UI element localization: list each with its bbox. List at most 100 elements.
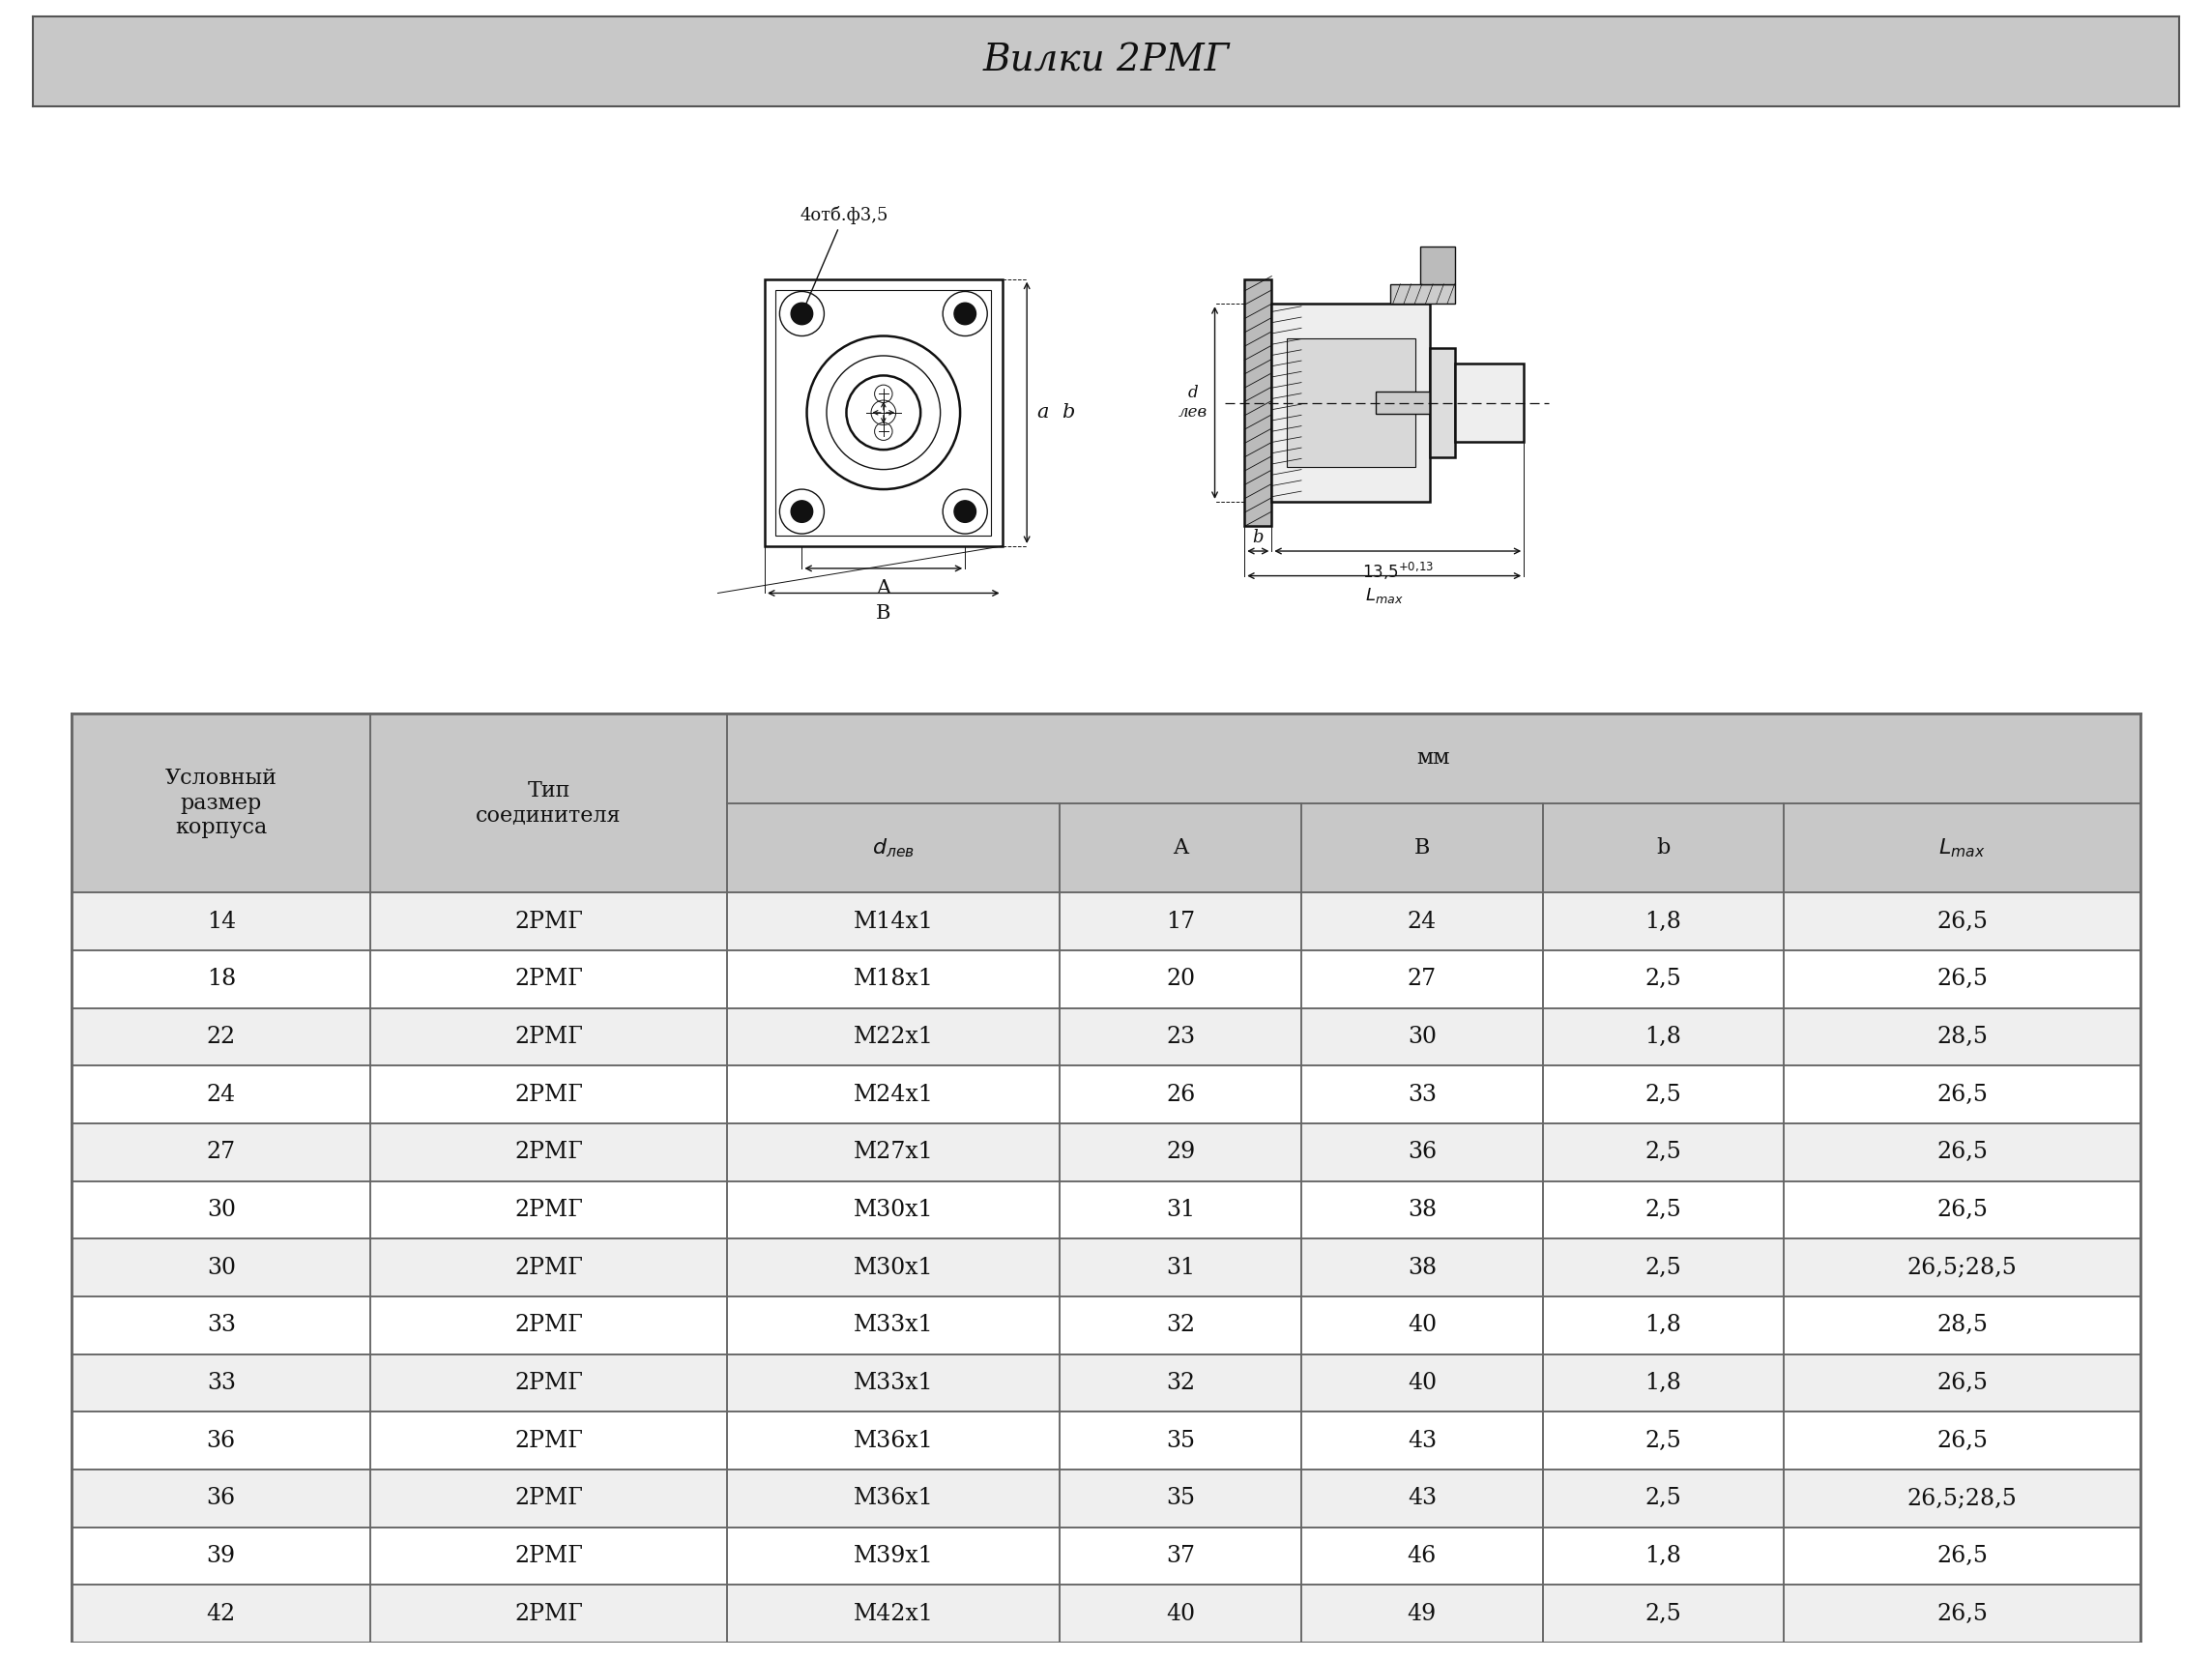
Text: 24: 24 xyxy=(1407,911,1436,932)
Text: 2,5: 2,5 xyxy=(1646,1430,1681,1452)
Text: 35: 35 xyxy=(1166,1486,1194,1510)
Text: 28,5: 28,5 xyxy=(1936,1025,1989,1048)
Bar xyxy=(1301,1584,1542,1642)
Text: 4отб.ф3,5: 4отб.ф3,5 xyxy=(801,206,887,312)
Bar xyxy=(728,1181,1060,1239)
Text: 33: 33 xyxy=(206,1314,237,1337)
Text: М36х1: М36х1 xyxy=(854,1486,933,1510)
Text: М42х1: М42х1 xyxy=(854,1603,933,1624)
Text: $L_{max}$: $L_{max}$ xyxy=(1938,836,1986,859)
Bar xyxy=(372,1239,728,1296)
Text: Вилки 2РМГ: Вилки 2РМГ xyxy=(982,43,1230,80)
Bar xyxy=(71,893,372,951)
Bar xyxy=(1542,1354,1783,1412)
Text: мм: мм xyxy=(1418,748,1451,770)
Bar xyxy=(1272,304,1429,501)
Bar xyxy=(728,1239,1060,1296)
Text: 26,5: 26,5 xyxy=(1936,1430,1989,1452)
Text: Тип
соединителя: Тип соединителя xyxy=(476,780,622,826)
Bar xyxy=(728,951,1060,1009)
Text: Условный
размер
корпуса: Условный размер корпуса xyxy=(166,768,276,838)
Text: $13{,}5^{+0{,}13}$: $13{,}5^{+0{,}13}$ xyxy=(1363,561,1433,582)
Text: B: B xyxy=(876,604,891,622)
Text: М33х1: М33х1 xyxy=(854,1314,933,1337)
Text: 30: 30 xyxy=(206,1199,237,1221)
Text: 2РМГ: 2РМГ xyxy=(515,1430,584,1452)
Bar xyxy=(1542,1009,1783,1065)
Text: 40: 40 xyxy=(1166,1603,1194,1624)
Bar xyxy=(1420,247,1455,284)
Text: d
лев: d лев xyxy=(1179,385,1208,420)
Bar xyxy=(1783,1181,2141,1239)
Text: 28,5: 28,5 xyxy=(1936,1314,1989,1337)
Text: 26,5: 26,5 xyxy=(1936,969,1989,990)
Bar xyxy=(1542,1470,1783,1526)
Text: 30: 30 xyxy=(1407,1025,1436,1048)
Text: М24х1: М24х1 xyxy=(854,1083,933,1105)
Bar xyxy=(1060,893,1301,951)
Bar xyxy=(728,1412,1060,1470)
Bar xyxy=(1783,1065,2141,1123)
Bar xyxy=(372,1584,728,1642)
Text: 2РМГ: 2РМГ xyxy=(515,1083,584,1105)
Text: 18: 18 xyxy=(206,969,237,990)
Bar xyxy=(1301,1470,1542,1526)
Bar xyxy=(1060,1296,1301,1354)
Text: B: B xyxy=(1413,838,1429,859)
Text: 1,8: 1,8 xyxy=(1646,1545,1681,1568)
Circle shape xyxy=(953,304,975,325)
Bar xyxy=(1542,1181,1783,1239)
Text: 31: 31 xyxy=(1166,1199,1194,1221)
Bar xyxy=(372,1181,728,1239)
Text: 20: 20 xyxy=(1166,969,1194,990)
Bar xyxy=(1060,1584,1301,1642)
Text: a: a xyxy=(1037,403,1048,421)
Text: 46: 46 xyxy=(1407,1545,1436,1568)
Bar xyxy=(372,951,728,1009)
Bar xyxy=(1783,803,2141,893)
Bar xyxy=(372,1296,728,1354)
Text: 27: 27 xyxy=(1407,969,1436,990)
Text: 2РМГ: 2РМГ xyxy=(515,1486,584,1510)
Text: 1,8: 1,8 xyxy=(1646,1372,1681,1394)
Bar xyxy=(1783,1354,2141,1412)
Bar xyxy=(71,1065,372,1123)
Bar xyxy=(765,279,1002,546)
Bar xyxy=(1783,1239,2141,1296)
Text: 23: 23 xyxy=(1166,1025,1194,1048)
Bar xyxy=(372,1354,728,1412)
Bar xyxy=(1391,284,1455,304)
Circle shape xyxy=(792,304,812,325)
Bar xyxy=(1301,951,1542,1009)
Bar xyxy=(728,1123,1060,1181)
Bar xyxy=(1429,348,1455,458)
Bar xyxy=(728,713,2141,803)
Bar xyxy=(1542,1412,1783,1470)
Bar xyxy=(1376,392,1504,413)
Bar xyxy=(1301,1354,1542,1412)
Text: 2,5: 2,5 xyxy=(1646,1141,1681,1163)
Bar xyxy=(1301,1009,1542,1065)
Text: 40: 40 xyxy=(1407,1314,1436,1337)
Text: 33: 33 xyxy=(206,1372,237,1394)
Bar xyxy=(728,1065,1060,1123)
Text: 2,5: 2,5 xyxy=(1646,1256,1681,1279)
Text: 2РМГ: 2РМГ xyxy=(515,969,584,990)
Bar xyxy=(1060,1123,1301,1181)
Text: М36х1: М36х1 xyxy=(854,1430,933,1452)
Bar xyxy=(1783,1470,2141,1526)
Text: 31: 31 xyxy=(1166,1256,1194,1279)
Text: 2РМГ: 2РМГ xyxy=(515,1141,584,1163)
Text: М33х1: М33х1 xyxy=(854,1372,933,1394)
Bar xyxy=(372,1123,728,1181)
Bar xyxy=(1060,1065,1301,1123)
Bar xyxy=(1542,1239,1783,1296)
Bar xyxy=(1542,893,1783,951)
Text: 26,5: 26,5 xyxy=(1936,911,1989,932)
Text: М27х1: М27х1 xyxy=(854,1141,933,1163)
Bar xyxy=(728,1584,1060,1642)
Bar xyxy=(71,1181,372,1239)
Text: 38: 38 xyxy=(1407,1256,1436,1279)
Bar xyxy=(372,1009,728,1065)
Text: 2РМГ: 2РМГ xyxy=(515,1545,584,1568)
